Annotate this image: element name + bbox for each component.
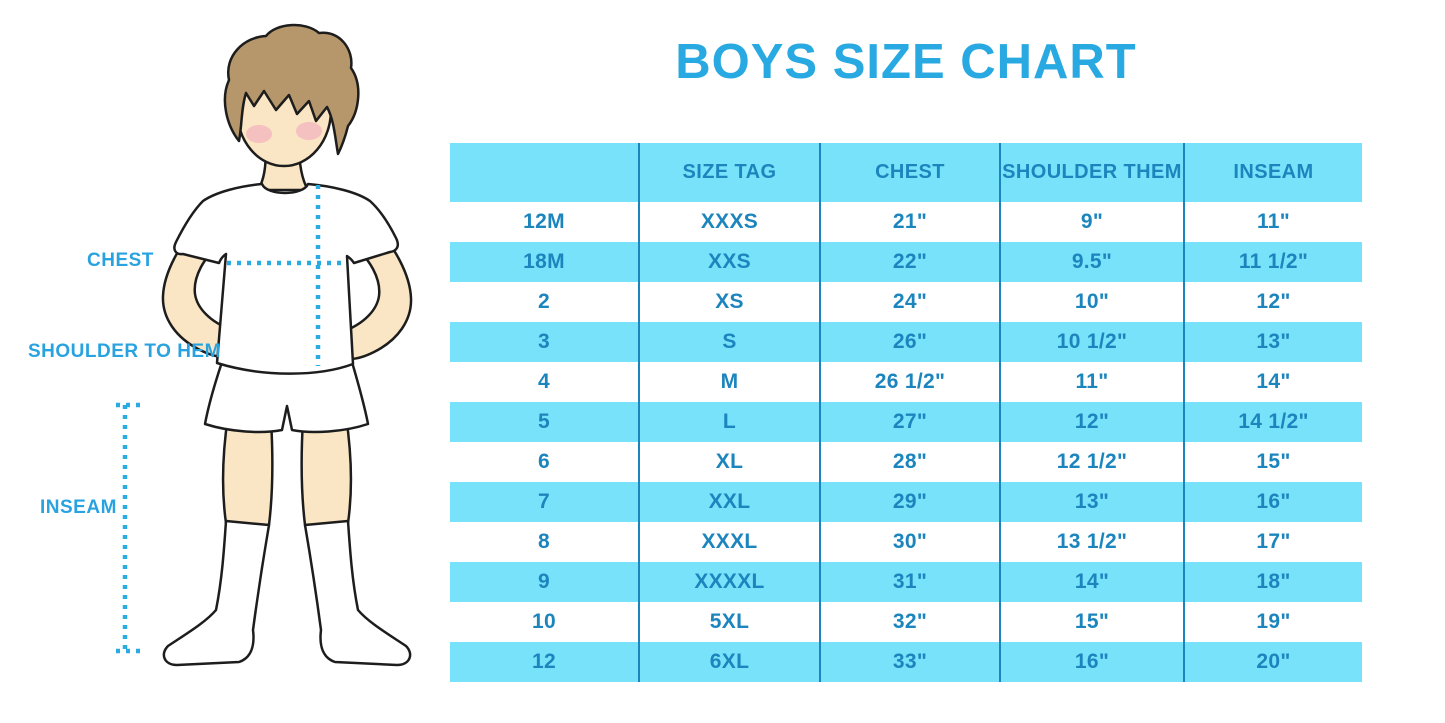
header-cell: SIZE TAG bbox=[638, 143, 819, 202]
table-cell: 13 1/2" bbox=[999, 522, 1183, 562]
table-cell: 11 1/2" bbox=[1183, 242, 1362, 282]
table-cell: 11" bbox=[1183, 202, 1362, 242]
table-cell: M bbox=[638, 362, 819, 402]
table-cell: 29" bbox=[819, 482, 999, 522]
table-cell: 26" bbox=[819, 322, 999, 362]
table-cell: XXXS bbox=[638, 202, 819, 242]
size-table: SIZE TAG CHEST SHOULDER THEM INSEAM 12M XXXS 2… bbox=[450, 143, 1362, 682]
table-cell: XXL bbox=[638, 482, 819, 522]
table-cell: 13" bbox=[1183, 322, 1362, 362]
table-row: 3 S 26" 10 1/2" 13" bbox=[450, 322, 1362, 362]
table-cell: 13" bbox=[999, 482, 1183, 522]
table-header-row: SIZE TAG CHEST SHOULDER THEM INSEAM bbox=[450, 143, 1362, 202]
table-cell: 10 bbox=[532, 610, 556, 633]
table-cell: 20" bbox=[1183, 642, 1362, 682]
table-cell: 19" bbox=[1183, 602, 1362, 642]
page-title: BOYS SIZE CHART bbox=[675, 35, 1137, 89]
boy-blush-right bbox=[296, 122, 322, 140]
table-cell: 15" bbox=[999, 602, 1183, 642]
header-cell: INSEAM bbox=[1183, 143, 1362, 202]
table-cell: 27" bbox=[819, 402, 999, 442]
table-cell: XXXL bbox=[638, 522, 819, 562]
table-cell: XXXXL bbox=[638, 562, 819, 602]
table-cell: 12 1/2" bbox=[999, 442, 1183, 482]
table-row: 12 6XL 33" 16" 20" bbox=[450, 642, 1362, 682]
table-row: 7 XXL 29" 13" 16" bbox=[450, 482, 1362, 522]
table-cell: 10 1/2" bbox=[999, 322, 1183, 362]
table-row: 12M XXXS 21" 9" 11" bbox=[450, 202, 1362, 242]
table-cell: 7 bbox=[538, 490, 550, 513]
table-cell: 12" bbox=[1183, 282, 1362, 322]
boy-left-sock bbox=[162, 519, 271, 667]
table-row: 10 5XL 32" 15" 19" bbox=[450, 602, 1362, 642]
table-cell: 6XL bbox=[638, 642, 819, 682]
table-cell: 16" bbox=[999, 642, 1183, 682]
table-cell: 16" bbox=[1183, 482, 1362, 522]
table-row: 6 XL 28" 12 1/2" 15" bbox=[450, 442, 1362, 482]
boy-illustration bbox=[116, 23, 413, 667]
table-row: 8 XXXL 30" 13 1/2" 17" bbox=[450, 522, 1362, 562]
table-row: 18M XXS 22" 9.5" 11 1/2" bbox=[450, 242, 1362, 282]
table-cell: 5XL bbox=[638, 602, 819, 642]
header-cell bbox=[450, 143, 638, 202]
boy-blush-left bbox=[246, 125, 272, 143]
table-cell: 3 bbox=[538, 330, 550, 353]
table-cell: 14" bbox=[1183, 362, 1362, 402]
table-row: 4 M 26 1/2" 11" 14" bbox=[450, 362, 1362, 402]
table-cell: 8 bbox=[538, 530, 550, 553]
table-cell: 10" bbox=[999, 282, 1183, 322]
table-cell: 15" bbox=[1183, 442, 1362, 482]
table-cell: 21" bbox=[819, 202, 999, 242]
table-row: 5 L 27" 12" 14 1/2" bbox=[450, 402, 1362, 442]
table-cell: 9.5" bbox=[999, 242, 1183, 282]
header-cell: SHOULDER THEM bbox=[999, 143, 1183, 202]
table-cell: 12" bbox=[999, 402, 1183, 442]
inseam-label: INSEAM bbox=[40, 497, 117, 518]
table-cell: L bbox=[638, 402, 819, 442]
table-cell: 18M bbox=[523, 250, 565, 273]
table-cell: 12 bbox=[532, 650, 556, 673]
table-cell: 17" bbox=[1183, 522, 1362, 562]
table-cell: 26 1/2" bbox=[819, 362, 999, 402]
table-cell: 28" bbox=[819, 442, 999, 482]
table-cell: 11" bbox=[999, 362, 1183, 402]
table-cell: 4 bbox=[538, 370, 550, 393]
table-cell: 32" bbox=[819, 602, 999, 642]
table-cell: 31" bbox=[819, 562, 999, 602]
table-cell: 22" bbox=[819, 242, 999, 282]
table-cell: 2 bbox=[538, 290, 550, 313]
table-cell: XS bbox=[638, 282, 819, 322]
header-cell: CHEST bbox=[819, 143, 999, 202]
table-cell: 30" bbox=[819, 522, 999, 562]
table-cell: S bbox=[638, 322, 819, 362]
table-row: 9 XXXXL 31" 14" 18" bbox=[450, 562, 1362, 602]
boy-right-sock bbox=[303, 519, 412, 667]
table-cell: 24" bbox=[819, 282, 999, 322]
boy-hair bbox=[223, 23, 360, 156]
table-cell: 6 bbox=[538, 450, 550, 473]
table-row: 2 XS 24" 10" 12" bbox=[450, 282, 1362, 322]
table-cell: 9" bbox=[999, 202, 1183, 242]
table-cell: 18" bbox=[1183, 562, 1362, 602]
boy-left-arm bbox=[161, 220, 234, 359]
boy-right-arm bbox=[340, 222, 413, 361]
table-cell: 14" bbox=[999, 562, 1183, 602]
table-cell: XXS bbox=[638, 242, 819, 282]
table-cell: XL bbox=[638, 442, 819, 482]
table-cell: 9 bbox=[538, 570, 550, 593]
table-cell: 33" bbox=[819, 642, 999, 682]
shoulder-to-hem-label: SHOULDER TO HEM bbox=[28, 341, 221, 362]
chest-label: CHEST bbox=[87, 250, 154, 271]
table-cell: 5 bbox=[538, 410, 550, 433]
table-cell: 14 1/2" bbox=[1183, 402, 1362, 442]
boy-shirt bbox=[173, 182, 399, 375]
table-cell: 12M bbox=[523, 210, 565, 233]
